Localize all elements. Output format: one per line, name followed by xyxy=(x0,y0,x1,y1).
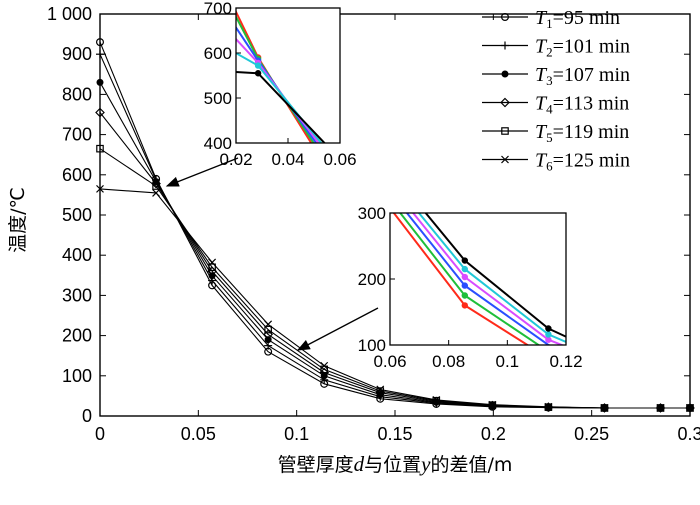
y-tick-label: 900 xyxy=(62,44,92,64)
inset-y-tick-label: 500 xyxy=(204,89,232,108)
y-tick-label: 0 xyxy=(82,406,92,426)
inset-data-point xyxy=(545,325,552,332)
legend-label: T6=125 min xyxy=(535,150,630,174)
inset-bottom-series-group xyxy=(392,213,566,345)
inset-y-tick-label: 200 xyxy=(358,270,386,289)
data-point xyxy=(376,387,385,395)
callout-arrow-top xyxy=(165,157,239,187)
callout-arrow-bottom xyxy=(296,307,379,351)
legend-label: T1=95 min xyxy=(535,7,620,31)
data-point xyxy=(432,395,441,404)
data-point xyxy=(544,402,553,411)
x-tick-label: 0.05 xyxy=(181,424,216,444)
data-point xyxy=(264,325,272,334)
inset-y-tick-label: 600 xyxy=(204,44,232,63)
y-tick-label: 500 xyxy=(62,205,92,225)
legend-marker xyxy=(501,155,509,164)
y-tick-label: 200 xyxy=(62,326,92,346)
y-axis-label: 温度/℃ xyxy=(7,187,29,253)
series-line-6 xyxy=(99,188,690,409)
x-tick-label: 0.1 xyxy=(284,424,309,444)
y-tick-label: 700 xyxy=(62,125,92,145)
legend-item: T1=95 min xyxy=(482,7,620,31)
inset-y-tick-label: 700 xyxy=(204,0,232,18)
legend-item: T6=125 min xyxy=(482,150,630,174)
legend-marker xyxy=(501,41,509,50)
legend: T1=95 min T2=101 min T3=107 min T4=113 min T… xyxy=(482,7,630,174)
y-tick-label: 800 xyxy=(62,84,92,104)
inset-data-point xyxy=(461,257,468,264)
inset-data-point xyxy=(545,331,552,338)
y-tick-label: 1 000 xyxy=(47,4,92,24)
inset-top-series-group xyxy=(236,9,326,143)
inset-x-tick-label: 0.12 xyxy=(549,352,582,371)
main-series-group xyxy=(95,38,695,413)
inset-series-line-5 xyxy=(236,51,323,143)
data-point xyxy=(600,404,609,412)
legend-item: T5=119 min xyxy=(482,121,629,145)
legend-marker xyxy=(500,97,510,108)
inset-data-point xyxy=(461,292,468,299)
inset-x-tick-label: 0.02 xyxy=(219,150,252,169)
legend-label: T4=113 min xyxy=(535,93,629,117)
legend-item: T4=113 min xyxy=(482,93,629,117)
inset-data-point xyxy=(461,302,468,309)
inset-y-tick-label: 100 xyxy=(358,336,386,355)
legend-item: T2=101 min xyxy=(482,36,630,60)
x-tick-label: 0 xyxy=(95,424,105,444)
legend-item: T3=107 min xyxy=(482,64,630,88)
y-tick-label: 400 xyxy=(62,245,92,265)
x-tick-label: 0.25 xyxy=(574,424,609,444)
data-point xyxy=(264,320,273,329)
inset-data-point xyxy=(254,62,262,69)
y-tick-label: 600 xyxy=(62,165,92,185)
data-point xyxy=(152,188,160,197)
data-point xyxy=(320,361,329,370)
legend-marker xyxy=(501,127,509,135)
inset-x-tick-label: 0.1 xyxy=(496,352,520,371)
legend-marker xyxy=(501,70,509,78)
x-axis-label: 管壁厚度d与位置y的差值/m xyxy=(278,452,513,476)
data-point xyxy=(208,263,216,272)
data-point xyxy=(376,385,385,394)
inset-y-tick-label: 400 xyxy=(204,134,232,153)
data-point xyxy=(152,182,160,190)
inset-data-point xyxy=(254,70,262,77)
legend-label: T3=107 min xyxy=(535,64,630,88)
data-point xyxy=(208,258,217,267)
data-point xyxy=(656,404,665,412)
x-tick-label: 0.3 xyxy=(677,424,700,444)
x-tick-label: 0.15 xyxy=(377,424,412,444)
inset-data-point xyxy=(461,265,468,273)
inset-x-tick-label: 0.08 xyxy=(432,352,465,371)
inset-y-tick-label: 300 xyxy=(358,204,386,223)
inset-x-tick-label: 0.06 xyxy=(373,352,406,371)
y-tick-label: 100 xyxy=(62,366,92,386)
inset-series-line-6 xyxy=(236,70,326,143)
x-tick-label: 0.2 xyxy=(481,424,506,444)
legend-label: T2=101 min xyxy=(535,36,630,60)
y-tick-label: 300 xyxy=(62,285,92,305)
inset-data-point xyxy=(461,273,468,281)
inset-data-point xyxy=(461,282,468,289)
inset-x-tick-label: 0.04 xyxy=(271,150,304,169)
data-point xyxy=(488,400,497,409)
data-point xyxy=(264,336,272,344)
legend-label: T5=119 min xyxy=(535,121,629,145)
inset-x-tick-label: 0.06 xyxy=(323,150,356,169)
legend-marker xyxy=(501,13,510,22)
inset-data-point xyxy=(545,336,552,343)
